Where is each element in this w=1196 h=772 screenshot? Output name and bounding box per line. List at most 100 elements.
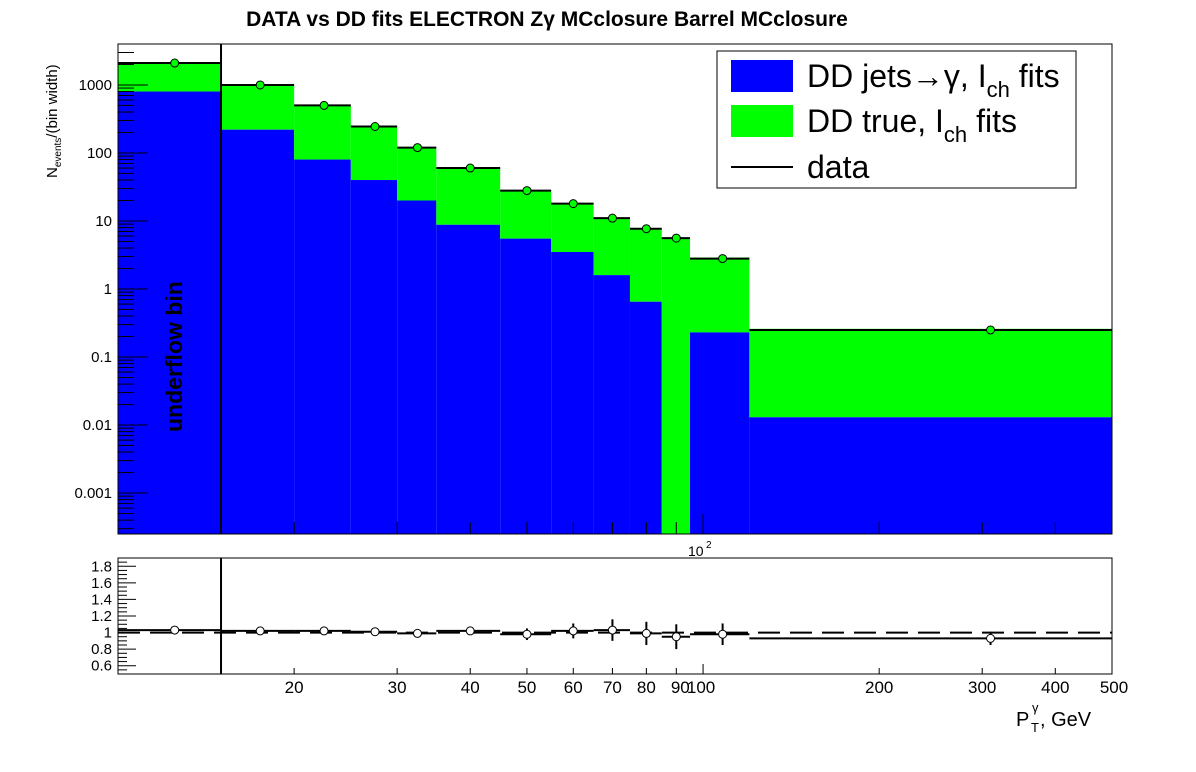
x-tick-label-90: 90 — [671, 678, 690, 697]
bar-jets-11 — [690, 332, 750, 534]
bar-true-0 — [118, 63, 222, 92]
y-axis-label: Nevents/(bin width) — [44, 64, 64, 178]
bar-jets-1 — [221, 129, 295, 535]
xlabel-rest: , GeV — [1040, 709, 1092, 731]
exponent-base: 10 — [688, 543, 704, 559]
bar-jets-2 — [294, 159, 351, 534]
svg-text:Nevents/(bin width): Nevents/(bin width) — [44, 64, 64, 178]
bar-true-7 — [551, 203, 594, 252]
bar-true-8 — [593, 218, 630, 276]
xlabel-sub: T — [1031, 720, 1039, 735]
y-tick-label-5: 0.01 — [83, 417, 112, 434]
x-tick-label-300: 300 — [968, 678, 996, 697]
x-tick-label-80: 80 — [637, 678, 656, 697]
svg-text:P: P — [1016, 709, 1029, 731]
ratio-point-6 — [522, 629, 532, 639]
bar-true-3 — [350, 126, 398, 181]
y-tick-label-2: 10 — [95, 213, 112, 230]
bar-true-5 — [436, 168, 501, 225]
y-axis-ticks: 10001001010.10.010.0011.81.61.41.210.80.… — [74, 43, 148, 675]
bar-true-2 — [294, 105, 351, 160]
y-tick-label-1: 100 — [87, 145, 112, 162]
bar-jets-4 — [397, 200, 437, 535]
x-axis-label: P γ T , GeV — [1016, 700, 1092, 735]
y-tick-label-6: 0.001 — [74, 485, 112, 502]
x-tick-label-70: 70 — [603, 678, 622, 697]
ratio-panel — [117, 557, 1113, 675]
data-point-11 — [718, 254, 728, 264]
bar-jets-12 — [749, 417, 1112, 534]
legend-label-2: data — [807, 149, 869, 185]
x-tick-label-400: 400 — [1041, 678, 1069, 697]
ratio-tick-label-4: 1 — [104, 625, 112, 642]
data-point-2 — [319, 100, 329, 110]
data-point-4 — [412, 143, 422, 153]
data-point-6 — [522, 186, 532, 196]
x-tick-label-200: 200 — [865, 678, 893, 697]
data-point-12 — [986, 325, 996, 335]
log-exponent-label: 10 2 — [688, 540, 712, 559]
x-tick-label-20: 20 — [285, 678, 304, 697]
data-point-1 — [255, 80, 265, 90]
bar-true-12 — [749, 328, 1112, 418]
ratio-tick-label-1: 1.6 — [91, 575, 112, 592]
ratio-point-9 — [641, 628, 651, 638]
bar-jets-6 — [500, 238, 552, 535]
y-tick-label-3: 1 — [104, 281, 112, 298]
x-tick-label-30: 30 — [388, 678, 407, 697]
bar-true-4 — [397, 147, 437, 201]
data-point-8 — [607, 213, 617, 223]
bar-jets-0 — [118, 91, 222, 534]
ratio-point-2 — [319, 626, 329, 636]
bar-jets-5 — [436, 224, 501, 534]
ratio-point-5 — [465, 626, 475, 636]
bar-true-11 — [690, 257, 750, 333]
y-tick-label-4: 0.1 — [91, 349, 112, 366]
ylabel-sub: events — [53, 138, 64, 167]
ratio-tick-label-2: 1.4 — [91, 591, 112, 608]
xlabel-main: P — [1016, 709, 1029, 731]
bar-jets-8 — [593, 275, 630, 534]
ratio-tick-label-6: 0.6 — [91, 658, 112, 675]
bar-true-1 — [221, 84, 295, 130]
x-tick-label-100: 100 — [687, 678, 715, 697]
ratio-point-4 — [412, 628, 422, 638]
stacked-histogram — [118, 62, 1112, 535]
ylabel-main: N — [44, 167, 61, 178]
data-point-3 — [370, 121, 380, 131]
ratio-point-8 — [607, 625, 617, 635]
ratio-tick-label-0: 1.8 — [91, 558, 112, 575]
underflow-label: underflow bin — [161, 281, 187, 432]
ratio-tick-label-3: 1.2 — [91, 608, 112, 625]
ratio-point-10 — [671, 632, 681, 642]
bar-true-10 — [661, 238, 691, 534]
ratio-point-0 — [170, 625, 180, 635]
legend-label-1: DD true, Ich fits — [807, 103, 1017, 147]
data-point-0 — [170, 58, 180, 68]
x-tick-label-60: 60 — [564, 678, 583, 697]
legend-label-0: DD jets→γ, Ich fits — [807, 58, 1060, 102]
bar-true-9 — [629, 228, 662, 302]
ratio-point-1 — [255, 626, 265, 636]
ylabel-rest: /(bin width) — [44, 64, 61, 137]
legend-swatch-0 — [731, 60, 793, 92]
ratio-point-3 — [370, 627, 380, 637]
chart-title: DATA vs DD fits ELECTRON Zγ MCclosure Ba… — [246, 8, 848, 31]
ratio-tick-label-5: 0.8 — [91, 641, 112, 658]
x-tick-label-500: 500 — [1100, 678, 1128, 697]
data-points — [170, 58, 996, 650]
ratio-point-12 — [986, 633, 996, 643]
x-tick-label-40: 40 — [461, 678, 480, 697]
ratio-point-7 — [568, 626, 578, 636]
data-point-10 — [671, 233, 681, 243]
bar-jets-3 — [350, 180, 398, 534]
y-tick-label-0: 1000 — [79, 77, 112, 94]
data-point-7 — [568, 199, 578, 209]
exponent-power: 2 — [706, 540, 712, 551]
ratio-frame-border — [117, 557, 1113, 675]
ratio-point-11 — [718, 629, 728, 639]
bar-jets-9 — [629, 301, 662, 534]
